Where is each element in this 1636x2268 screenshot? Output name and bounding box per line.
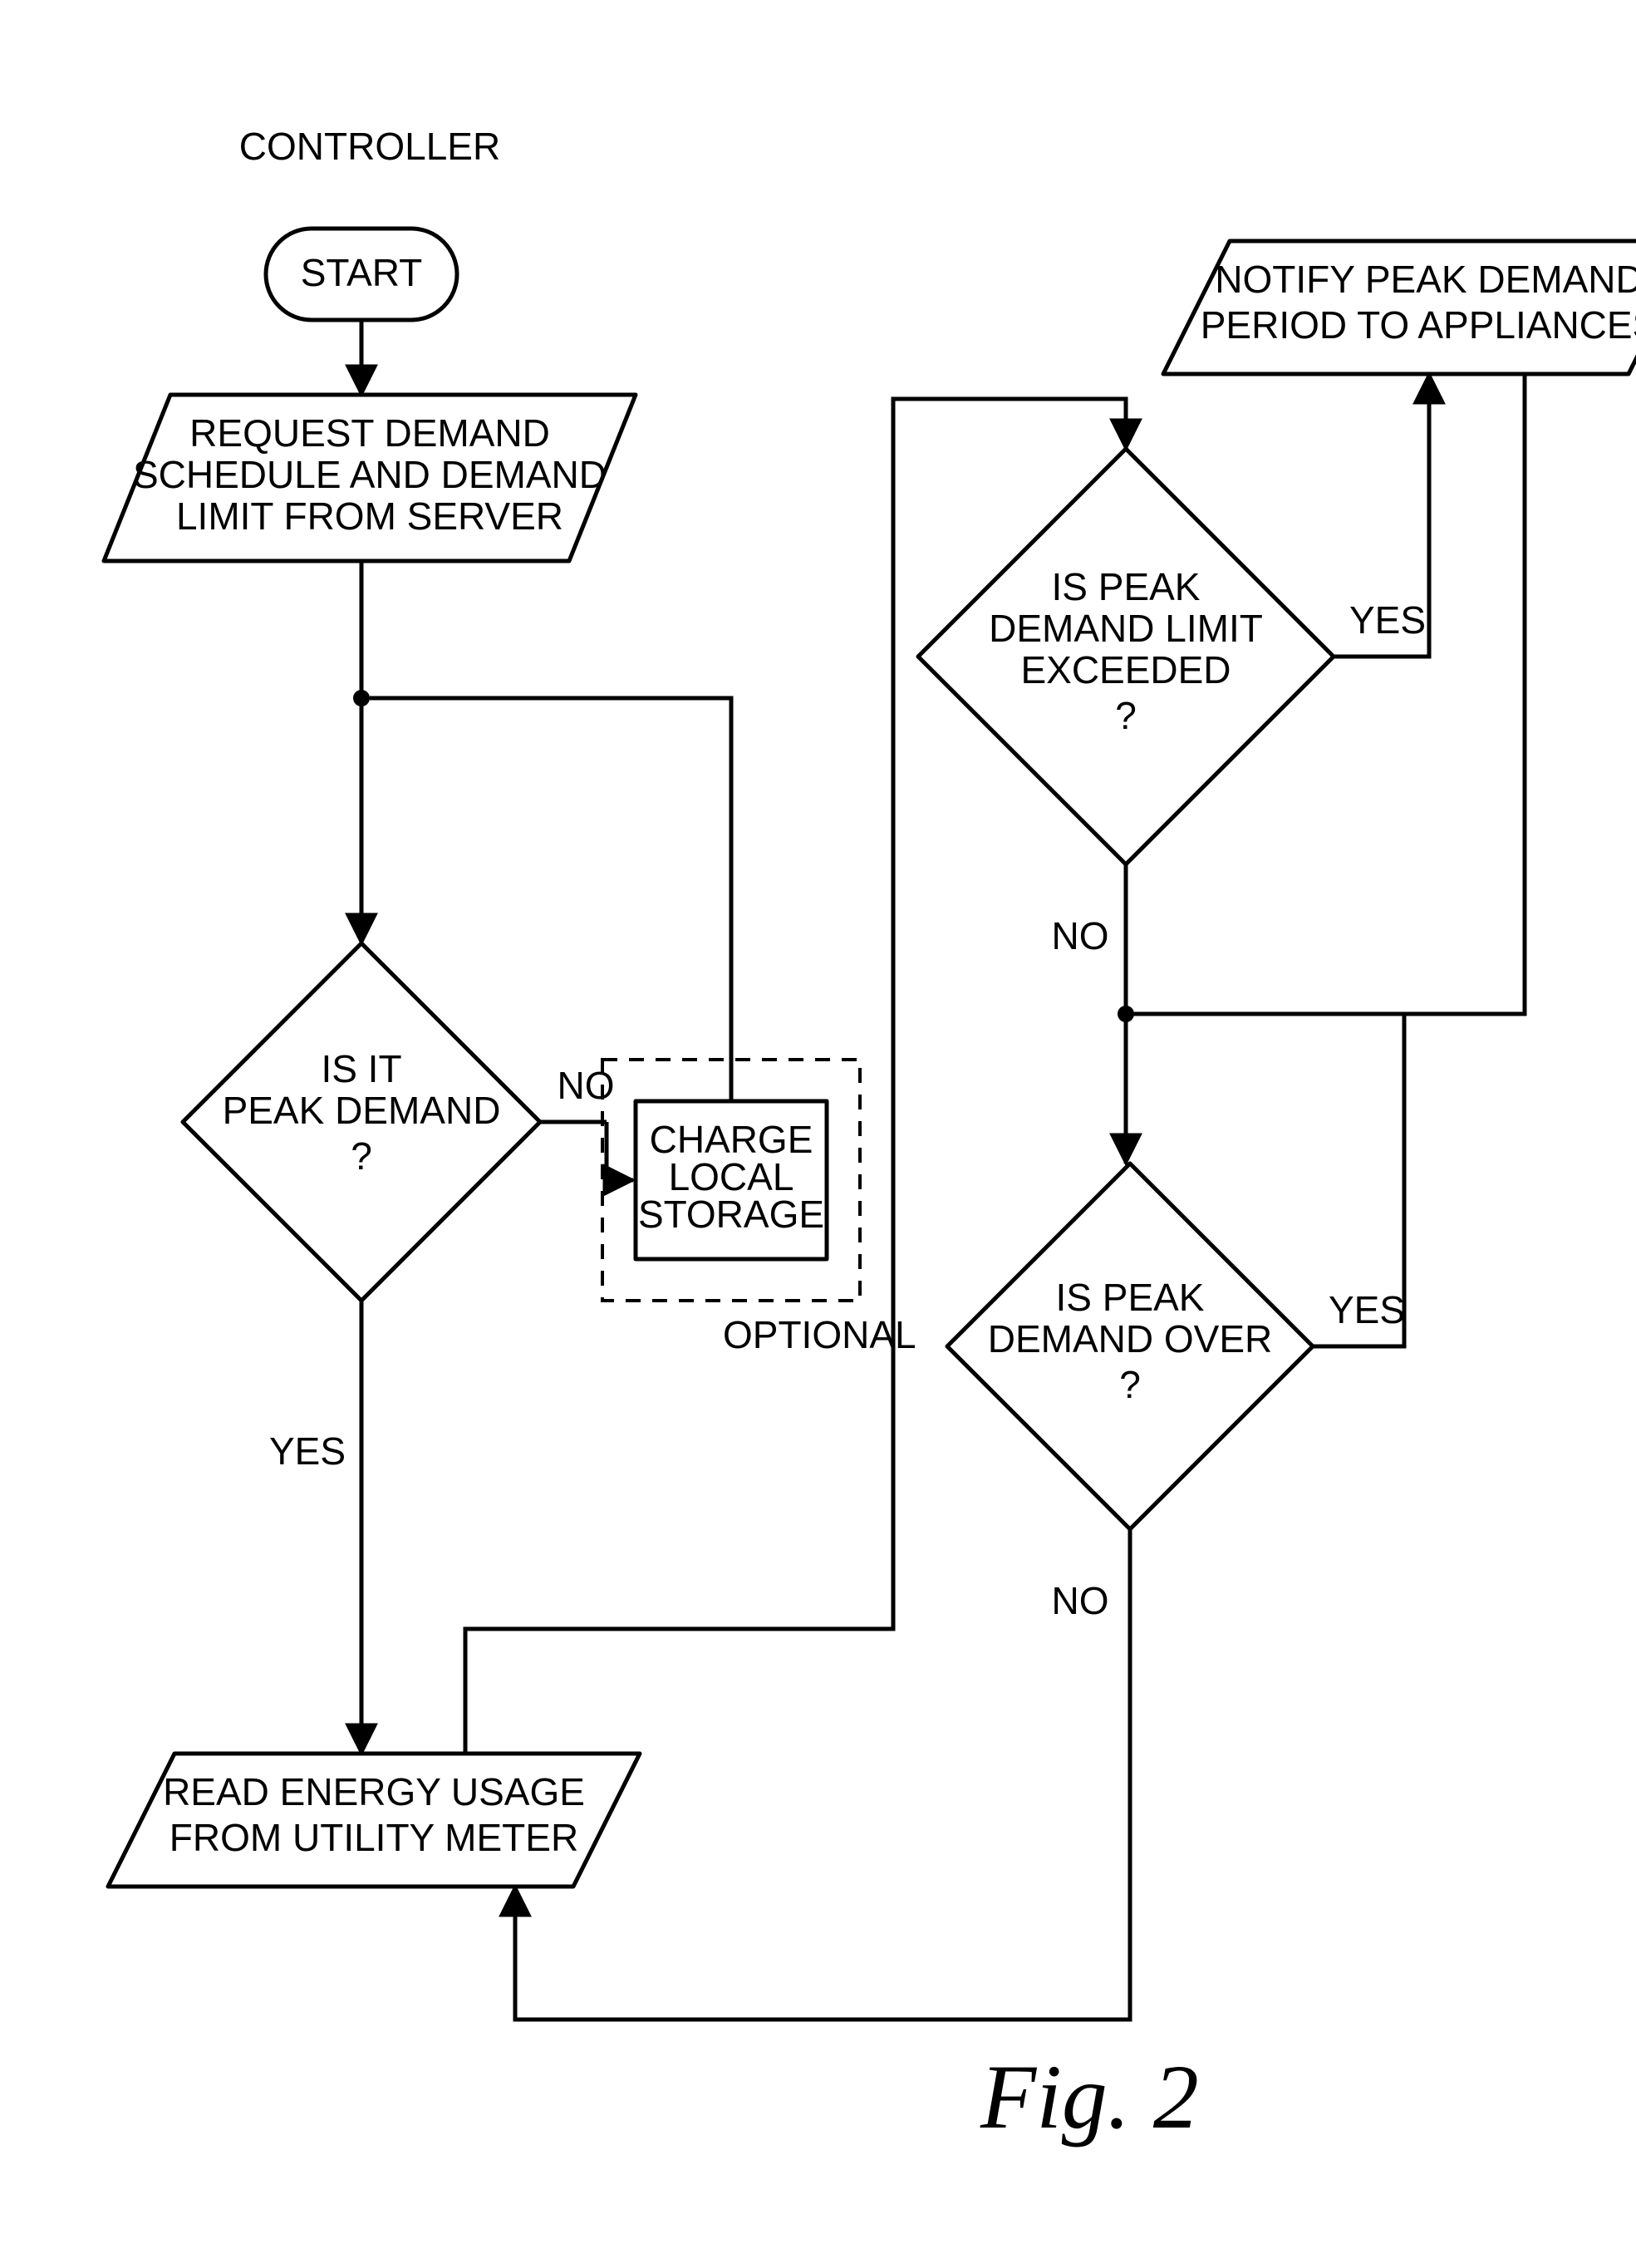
decision-demand-over-l1: IS PEAK	[1056, 1276, 1205, 1319]
decision-exceeded-l1: IS PEAK	[1052, 565, 1201, 608]
io-read-meter-l1: READ ENERGY USAGE	[163, 1770, 585, 1813]
decision-exceeded-l4: ?	[1115, 694, 1137, 737]
process-charge-l3: STORAGE	[638, 1193, 824, 1236]
io-notify-l1: NOTIFY PEAK DEMAND	[1215, 258, 1636, 301]
decision-demand-over-l2: DEMAND OVER	[988, 1317, 1272, 1360]
io-request-line3: LIMIT FROM SERVER	[176, 494, 563, 538]
label-exceeded-yes: YES	[1349, 598, 1426, 642]
terminator-start-label: START	[301, 251, 423, 294]
flowchart-canvas: CONTROLLER NO YES YES NO YES NO START	[0, 0, 1636, 2268]
controller-title: CONTROLLER	[239, 125, 500, 168]
optional-label: OPTIONAL	[723, 1313, 916, 1356]
edge-ispeak-no-to-charge-real	[607, 1122, 633, 1180]
io-request-line2: SCHEDULE AND DEMAND	[133, 453, 607, 496]
io-request-line1: REQUEST DEMAND	[189, 411, 550, 455]
junction-exceeded-down	[1118, 1006, 1134, 1022]
decision-is-peak-l2: PEAK DEMAND	[223, 1089, 501, 1132]
decision-demand-over-l3: ?	[1119, 1363, 1141, 1406]
label-exceeded-no: NO	[1052, 914, 1109, 957]
label-demandover-no: NO	[1052, 1579, 1109, 1622]
decision-exceeded-l2: DEMAND LIMIT	[989, 607, 1263, 650]
io-read-meter-l2: FROM UTILITY METER	[169, 1816, 578, 1859]
label-demandover-yes: YES	[1329, 1288, 1405, 1331]
decision-is-peak-l1: IS IT	[321, 1047, 401, 1090]
junction-request-down	[353, 690, 370, 706]
decision-is-peak-l3: ?	[351, 1134, 372, 1178]
io-notify-l2: PERIOD TO APPLIANCES	[1201, 303, 1636, 347]
decision-exceeded-l3: EXCEEDED	[1020, 648, 1231, 691]
label-ispeak-yes: YES	[269, 1429, 346, 1473]
figure-caption: Fig. 2	[980, 2046, 1199, 2147]
label-ispeak-no: NO	[558, 1064, 615, 1107]
